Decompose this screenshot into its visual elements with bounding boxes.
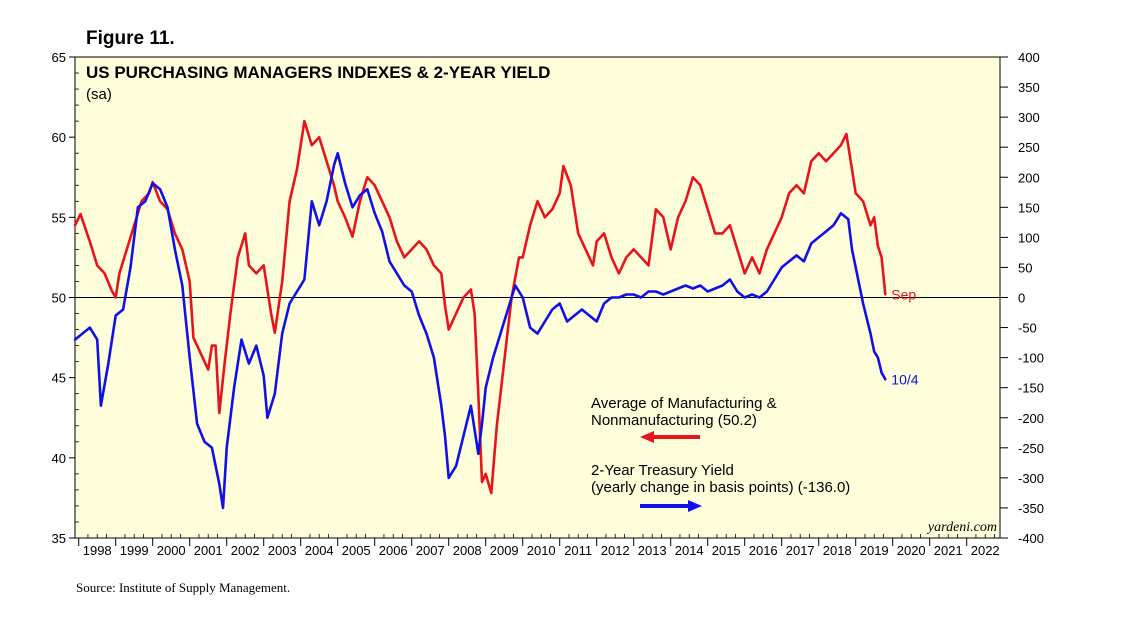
source-note: Source: Institute of Supply Management. bbox=[76, 580, 291, 595]
legend-blue-line1: 2-Year Treasury Yield bbox=[591, 462, 734, 479]
x-tick-label: 2006 bbox=[379, 543, 408, 558]
y-right-tick-label: 100 bbox=[1018, 230, 1040, 245]
y-right-tick-label: -50 bbox=[1018, 321, 1037, 336]
x-tick-label: 2009 bbox=[490, 543, 519, 558]
x-tick-label: 2022 bbox=[971, 543, 1000, 558]
y-right-tick-label: 400 bbox=[1018, 50, 1040, 65]
y-left-tick-label: 40 bbox=[52, 451, 66, 466]
y-right-tick-label: 50 bbox=[1018, 260, 1032, 275]
x-tick-label: 1999 bbox=[120, 543, 149, 558]
x-tick-label: 2018 bbox=[823, 543, 852, 558]
chart-title: US PURCHASING MANAGERS INDEXES & 2-YEAR … bbox=[86, 63, 550, 82]
pmi-end-label: Sep bbox=[891, 286, 916, 302]
y-right-tick-label: -100 bbox=[1018, 351, 1044, 366]
chart-subtitle: (sa) bbox=[86, 86, 112, 103]
watermark: yardeni.com bbox=[926, 520, 997, 535]
x-tick-label: 2021 bbox=[934, 543, 963, 558]
yield-series-line bbox=[73, 151, 887, 510]
y-right-tick-label: 200 bbox=[1018, 170, 1040, 185]
y-left-tick-label: 35 bbox=[52, 531, 66, 546]
y-right-tick-label: 250 bbox=[1018, 140, 1040, 155]
y-right-tick-label: -350 bbox=[1018, 501, 1044, 516]
legend-blue-line2: (yearly change in basis points) (-136.0) bbox=[591, 479, 850, 496]
y-right-tick-label: 350 bbox=[1018, 80, 1040, 95]
x-tick-label: 2005 bbox=[342, 543, 371, 558]
legend-blue-arrow bbox=[640, 500, 702, 512]
x-tick-label: 2015 bbox=[712, 543, 741, 558]
x-tick-label: 2016 bbox=[749, 543, 778, 558]
yield-end-label: 10/4 bbox=[891, 371, 918, 387]
x-tick-label: 2017 bbox=[786, 543, 815, 558]
x-tick-label: 2000 bbox=[157, 543, 186, 558]
y-left-tick-label: 60 bbox=[52, 130, 66, 145]
x-tick-label: 2003 bbox=[268, 543, 297, 558]
x-tick-label: 2014 bbox=[675, 543, 704, 558]
legend-red-arrow bbox=[640, 431, 700, 443]
x-tick-label: 2010 bbox=[527, 543, 556, 558]
x-tick-label: 1998 bbox=[83, 543, 112, 558]
x-tick-label: 2019 bbox=[860, 543, 889, 558]
y-left-tick-label: 65 bbox=[52, 50, 66, 65]
y-right-tick-label: -400 bbox=[1018, 531, 1044, 546]
y-right-tick-label: -250 bbox=[1018, 441, 1044, 456]
x-tick-label: 2002 bbox=[231, 543, 260, 558]
y-right-tick-label: -150 bbox=[1018, 381, 1044, 396]
x-tick-label: 2007 bbox=[416, 543, 445, 558]
x-tick-label: 2013 bbox=[638, 543, 667, 558]
x-tick-label: 2008 bbox=[453, 543, 482, 558]
figure-label: Figure 11. bbox=[86, 28, 175, 49]
legend-red-line2: Nonmanufacturing (50.2) bbox=[591, 412, 757, 429]
y-left-tick-label: 55 bbox=[52, 210, 66, 225]
x-tick-label: 2001 bbox=[194, 543, 223, 558]
x-tick-label: 2020 bbox=[897, 543, 926, 558]
y-left-tick-label: 45 bbox=[52, 371, 66, 386]
y-right-tick-label: 0 bbox=[1018, 291, 1025, 306]
y-left-tick-label: 50 bbox=[52, 291, 66, 306]
y-right-tick-label: 150 bbox=[1018, 200, 1040, 215]
x-tick-label: 2012 bbox=[601, 543, 630, 558]
y-right-tick-label: -200 bbox=[1018, 411, 1044, 426]
pmi-series-line bbox=[73, 119, 887, 495]
y-right-tick-label: -300 bbox=[1018, 471, 1044, 486]
y-right-tick-label: 300 bbox=[1018, 110, 1040, 125]
x-tick-label: 2004 bbox=[305, 543, 334, 558]
legend-red-line1: Average of Manufacturing & bbox=[591, 395, 777, 412]
x-tick-label: 2011 bbox=[564, 543, 592, 558]
